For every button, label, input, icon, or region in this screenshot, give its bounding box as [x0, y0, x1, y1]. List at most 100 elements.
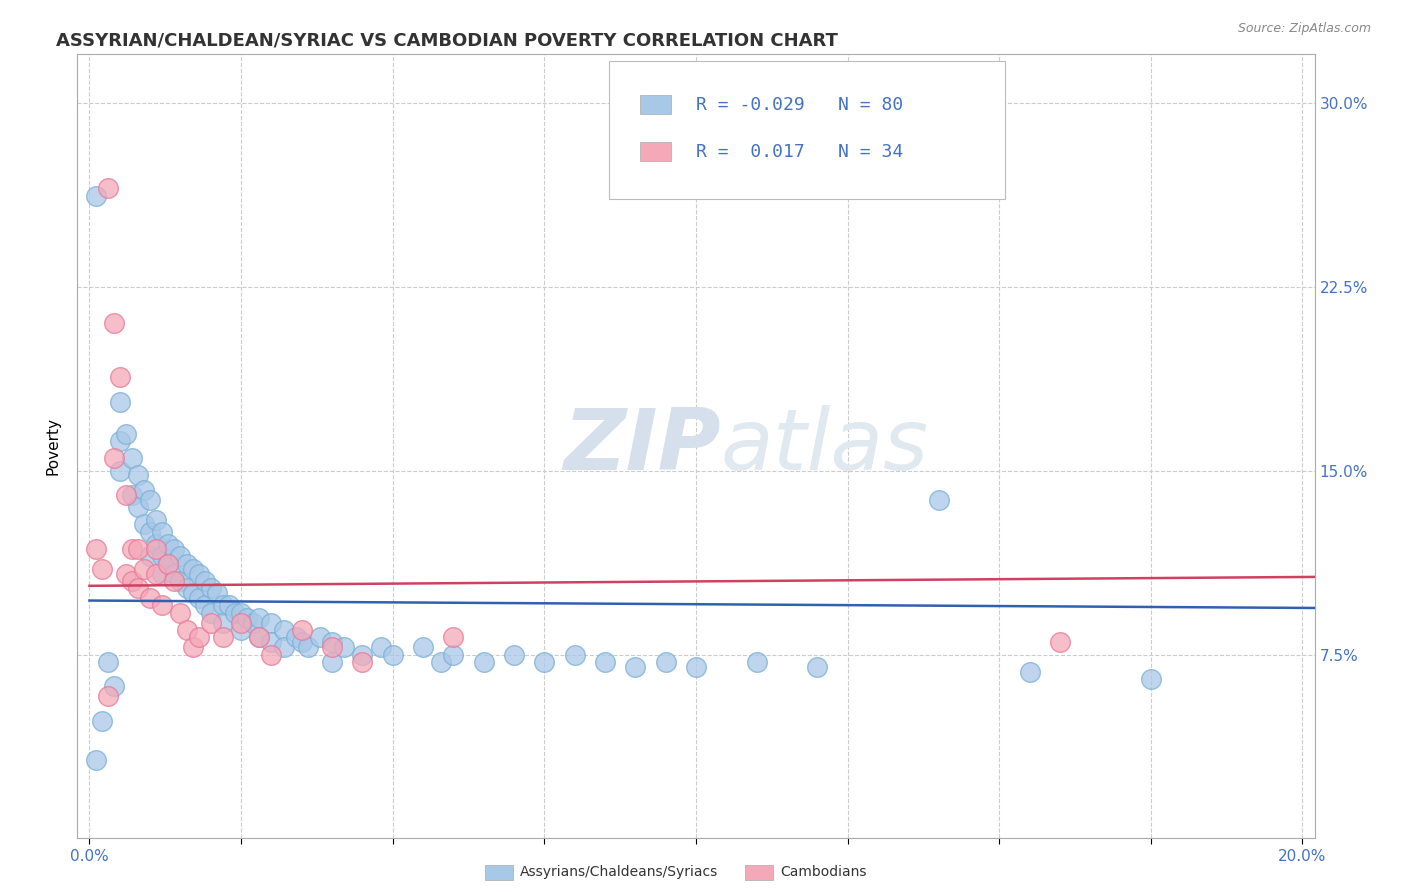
Text: Poverty: Poverty [46, 417, 60, 475]
Point [806, 660, 828, 674]
Point [97, 181, 120, 195]
Point [157, 557, 180, 571]
Text: R = -0.029: R = -0.029 [696, 95, 804, 113]
Point [472, 655, 495, 669]
Text: Assyrians/Chaldeans/Syriacs: Assyrians/Chaldeans/Syriacs [520, 865, 718, 880]
Text: Cambodians: Cambodians [780, 865, 868, 880]
Point [176, 557, 198, 571]
Point [115, 488, 138, 502]
Point [115, 566, 138, 581]
Point [297, 640, 319, 655]
Point [157, 537, 180, 551]
Point [163, 541, 186, 557]
Point [745, 655, 768, 669]
Point [194, 599, 217, 613]
Point [103, 317, 125, 331]
Point [194, 574, 217, 588]
Point [132, 483, 155, 498]
Point [224, 606, 246, 620]
Point [187, 630, 209, 644]
Point [169, 574, 191, 588]
Point [121, 541, 143, 557]
Text: N = 34: N = 34 [838, 143, 904, 161]
Point [103, 680, 125, 694]
Point [97, 655, 120, 669]
Point [309, 630, 332, 644]
Point [145, 541, 167, 557]
Point [121, 574, 143, 588]
Point [593, 655, 616, 669]
Text: ASSYRIAN/CHALDEAN/SYRIAC VS CAMBODIAN POVERTY CORRELATION CHART: ASSYRIAN/CHALDEAN/SYRIAC VS CAMBODIAN PO… [56, 31, 838, 49]
Point [218, 599, 240, 613]
Point [163, 566, 186, 581]
Point [229, 606, 252, 620]
Point [291, 623, 314, 637]
Point [181, 562, 204, 576]
Text: atlas: atlas [721, 404, 929, 488]
Point [200, 615, 222, 630]
Text: Source: ZipAtlas.com: Source: ZipAtlas.com [1237, 22, 1371, 36]
Point [163, 574, 186, 588]
Point [187, 591, 209, 605]
Point [169, 549, 191, 564]
Text: N = 80: N = 80 [838, 95, 904, 113]
Point [685, 660, 707, 674]
Point [503, 648, 526, 662]
Point [321, 635, 343, 649]
Point [132, 517, 155, 532]
Point [90, 714, 112, 728]
FancyBboxPatch shape [640, 142, 671, 161]
Point [242, 615, 264, 630]
Point [247, 610, 270, 624]
Point [229, 615, 252, 630]
Point [284, 630, 307, 644]
Point [430, 655, 453, 669]
Text: R =  0.017: R = 0.017 [696, 143, 804, 161]
Point [157, 557, 180, 571]
Point [187, 566, 209, 581]
Point [127, 468, 149, 483]
Point [145, 566, 167, 581]
Point [150, 549, 173, 564]
Point [533, 655, 555, 669]
Point [247, 630, 270, 644]
Point [121, 488, 143, 502]
Point [169, 606, 191, 620]
Point [205, 586, 228, 600]
FancyBboxPatch shape [640, 95, 671, 114]
Point [127, 541, 149, 557]
Point [181, 640, 204, 655]
Point [1018, 665, 1040, 679]
Point [145, 512, 167, 526]
FancyBboxPatch shape [609, 62, 1005, 199]
Point [150, 566, 173, 581]
Point [132, 562, 155, 576]
Point [108, 464, 131, 478]
Point [654, 655, 676, 669]
Point [370, 640, 392, 655]
Point [127, 500, 149, 515]
Point [84, 541, 107, 557]
Point [1140, 672, 1163, 686]
Point [108, 395, 131, 409]
Point [97, 689, 120, 703]
Point [212, 615, 235, 630]
Point [150, 599, 173, 613]
Point [127, 582, 149, 596]
Point [291, 635, 314, 649]
Point [108, 434, 131, 449]
Point [333, 640, 356, 655]
Point [212, 599, 235, 613]
Point [212, 630, 235, 644]
Point [352, 655, 374, 669]
Point [273, 640, 295, 655]
Point [84, 753, 107, 767]
Point [1049, 635, 1071, 649]
Point [236, 610, 259, 624]
Point [139, 591, 162, 605]
Point [139, 524, 162, 539]
Point [145, 537, 167, 551]
Point [90, 562, 112, 576]
Point [273, 623, 295, 637]
Point [321, 655, 343, 669]
